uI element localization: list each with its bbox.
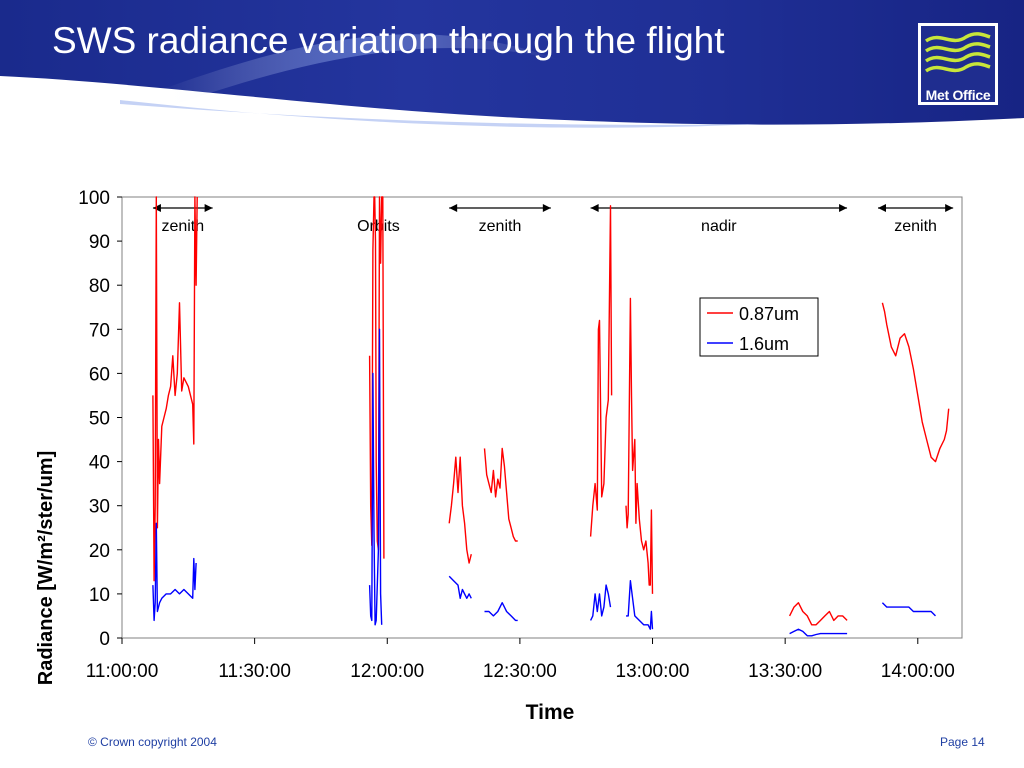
y-tick-label: 60 <box>89 364 110 385</box>
annotation-label: zenith <box>479 218 522 235</box>
radiance-chart: 0 10 20 30 40 50 60 70 80 90 100 11:00:00 11:30:00 1… <box>0 150 1024 730</box>
x-tick-label: 13:00:00 <box>616 661 690 682</box>
arrow-head-left <box>878 204 886 212</box>
y-axis: 0 10 20 30 40 50 60 70 80 90 100 <box>78 188 122 650</box>
y-axis-title: Radiance [W/m²/ster/um] <box>35 451 57 685</box>
x-tick-label: 12:30:00 <box>483 661 557 682</box>
series-layer <box>152 196 950 637</box>
x-tick-label: 11:00:00 <box>86 661 159 682</box>
series-line-1.6um <box>881 602 936 617</box>
y-tick-label: 70 <box>89 320 110 341</box>
page-number: Page 14 <box>940 735 985 749</box>
x-axis: 11:00:00 11:30:00 12:00:00 12:30:00 13:00:00… <box>86 638 955 682</box>
annotation-label: nadir <box>701 218 737 235</box>
y-tick-label: 80 <box>89 276 110 297</box>
series-line-0.87um <box>788 602 848 626</box>
y-tick-label: 40 <box>89 453 110 474</box>
x-tick-label: 13:30:00 <box>748 661 822 682</box>
series-line-1.6um <box>484 602 518 622</box>
series-line-0.87um <box>589 205 613 537</box>
annotation-label: zenith <box>161 218 204 235</box>
legend-box <box>699 297 819 357</box>
copyright-text: © Crown copyright 2004 <box>88 735 217 749</box>
series-line-0.87um <box>152 196 198 582</box>
plot-area <box>121 196 963 639</box>
y-tick-label: 20 <box>89 541 110 562</box>
arrow-head-left <box>449 204 458 212</box>
y-tick-label: 50 <box>89 409 110 430</box>
series-line-1.6um <box>789 628 848 637</box>
legend-label-1.6um: 1.6um <box>739 334 789 354</box>
x-tick-label: 14:00:00 <box>881 661 955 682</box>
series-line-1.6um <box>589 584 612 621</box>
y-tick-label: 90 <box>89 232 110 253</box>
logo-text: Met Office <box>925 87 991 103</box>
series-line-0.87um <box>483 447 518 542</box>
series-line-0.87um <box>448 456 472 564</box>
series-line-1.6um <box>448 575 472 599</box>
arrow-head-right <box>945 204 954 212</box>
series-line-0.87um <box>625 297 654 594</box>
x-axis-title: Time <box>526 701 575 724</box>
legend: 0.87um 1.6um <box>699 297 819 357</box>
series-0.87um <box>152 196 950 626</box>
x-tick-label: 12:00:00 <box>350 661 424 682</box>
slide-title: SWS radiance variation through the fligh… <box>52 20 725 61</box>
series-line-1.6um <box>368 328 383 626</box>
series-1.6um <box>152 328 936 637</box>
legend-label-0.87um: 0.87um <box>739 304 799 324</box>
y-tick-label: 100 <box>78 188 110 209</box>
met-office-logo: Met Office <box>918 23 998 105</box>
annotations: zenith Orbits zenith nadir zenith <box>152 204 954 235</box>
arrow-head-right <box>204 204 213 212</box>
y-tick-label: 0 <box>99 629 110 650</box>
series-line-1.6um <box>626 580 654 630</box>
arrow-head-right <box>542 204 551 212</box>
series-line-0.87um <box>881 302 950 463</box>
y-tick-label: 30 <box>89 497 110 518</box>
y-tick-label: 10 <box>89 585 110 606</box>
x-tick-label: 11:30:00 <box>218 661 291 682</box>
plot-frame <box>121 196 963 639</box>
series-line-1.6um <box>152 522 197 622</box>
arrow-head-right <box>839 204 848 212</box>
annotation-label: zenith <box>894 218 937 235</box>
arrow-head-left <box>590 204 599 212</box>
header-bar <box>0 0 1024 140</box>
annotation-label: Orbits <box>357 218 400 235</box>
